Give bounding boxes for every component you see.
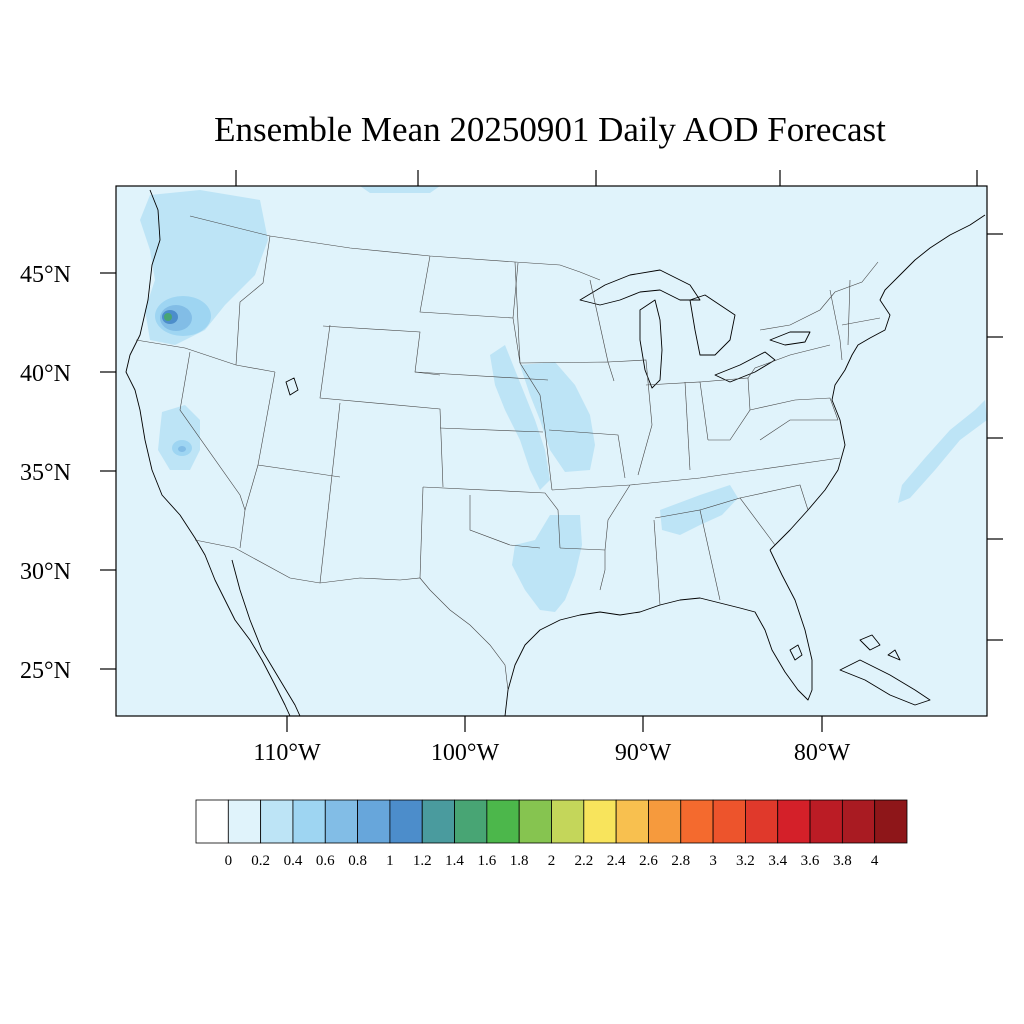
lon-label-110w: 110°W — [253, 740, 321, 766]
colorbar-swatch — [874, 799, 908, 844]
gulf-coastline — [504, 549, 813, 716]
state-boundaries — [135, 215, 881, 691]
colorbar-swatch — [357, 799, 391, 844]
colorbar-swatch — [809, 799, 843, 844]
latitude-labels: 45°N 40°N 35°N 30°N 25°N — [20, 262, 71, 684]
colorbar-label: 2.4 — [607, 853, 626, 869]
colorbar-label: 1 — [386, 853, 394, 869]
colorbar-swatch — [260, 799, 294, 844]
colorbar-swatch — [583, 799, 617, 844]
colorbar-swatch — [615, 799, 649, 844]
map-title: Ensemble Mean 20250901 Daily AOD Forecas… — [214, 110, 886, 149]
lon-label-90w: 90°W — [615, 740, 672, 766]
lon-label-80w: 80°W — [794, 740, 851, 766]
colorbar-label: 3 — [709, 853, 717, 869]
colorbar-swatch — [389, 799, 423, 844]
aod-area-iowa-missouri — [520, 362, 595, 472]
colorbar-label: 1.4 — [445, 853, 464, 869]
colorbar-label: 1.8 — [510, 853, 529, 869]
lon-label-100w: 100°W — [431, 740, 500, 766]
colorbar-swatch — [680, 799, 714, 844]
lake-ontario — [769, 331, 811, 346]
aod-area-missouri-valley — [490, 345, 550, 490]
colorbar-swatch — [518, 799, 552, 844]
colorbar-swatch — [292, 799, 326, 844]
colorbar-label: 2 — [548, 853, 556, 869]
colorbar-label: 2.8 — [671, 853, 690, 869]
aod-area-nw-north — [360, 186, 440, 193]
colorbar-swatch — [777, 799, 811, 844]
great-salt-lake — [285, 377, 299, 396]
canada-border-east — [759, 261, 879, 331]
colorbar-label: 3.4 — [768, 853, 787, 869]
colorbar-swatch — [841, 799, 876, 844]
lat-label-40: 40°N — [20, 361, 71, 387]
lake-erie — [714, 351, 776, 383]
aod-area-sierra — [158, 405, 200, 470]
lake-okeechobee — [789, 644, 803, 661]
map-frame — [115, 185, 988, 717]
colorbar-swatch — [195, 799, 229, 844]
axis-ticks — [100, 170, 1003, 732]
colorbar-swatch — [486, 799, 520, 844]
east-coastline — [769, 214, 986, 551]
canada-border — [189, 215, 601, 281]
cuba — [839, 659, 931, 706]
colorbar: 0 0.2 0.4 0.6 0.8 1 1.2 1.4 1.6 1.8 2 2.2 2.4 2.6 2.8 3… — [195, 799, 908, 869]
aod-area-oregon-core — [164, 313, 172, 321]
lat-label-30: 30°N — [20, 559, 71, 585]
lat-label-45: 45°N — [20, 262, 71, 288]
longitude-labels: 110°W 100°W 90°W 80°W — [253, 740, 850, 766]
west-coastline — [125, 189, 291, 716]
colorbar-swatch — [648, 799, 682, 844]
aod-area-texas-louisiana — [512, 515, 582, 612]
colorbar-label: 1.6 — [477, 853, 496, 869]
lat-label-25: 25°N — [20, 658, 71, 684]
colorbar-label: 2.6 — [639, 853, 658, 869]
colorbar-swatch — [551, 799, 585, 844]
colorbar-swatch — [227, 799, 262, 844]
colorbar-label: 0.8 — [348, 853, 367, 869]
colorbar-label: 3.6 — [801, 853, 820, 869]
colorbar-label: 0.4 — [284, 853, 303, 869]
aod-area-atlantic — [898, 400, 987, 503]
colorbar-label: 0.6 — [316, 853, 335, 869]
colorbar-swatch — [421, 799, 455, 844]
colorbar-label: 0.2 — [251, 853, 270, 869]
colorbar-swatch — [324, 799, 358, 844]
bahamas — [859, 634, 901, 661]
colorbar-label: 1.2 — [413, 853, 432, 869]
colorbar-swatch — [454, 799, 488, 844]
lake-michigan — [639, 299, 663, 389]
colorbar-label: 3.2 — [736, 853, 755, 869]
baja-gulf-coast — [231, 559, 301, 716]
colorbar-label: 3.8 — [833, 853, 852, 869]
colorbar-label: 0 — [225, 853, 233, 869]
lake-huron — [689, 294, 736, 356]
colorbar-label: 4 — [871, 853, 879, 869]
colorbar-label: 2.2 — [574, 853, 593, 869]
colorbar-swatch — [712, 799, 746, 844]
colorbar-swatch — [745, 799, 779, 844]
lat-label-35: 35°N — [20, 460, 71, 486]
aod-area-sierra-inner — [178, 446, 186, 452]
coastlines — [125, 189, 986, 716]
